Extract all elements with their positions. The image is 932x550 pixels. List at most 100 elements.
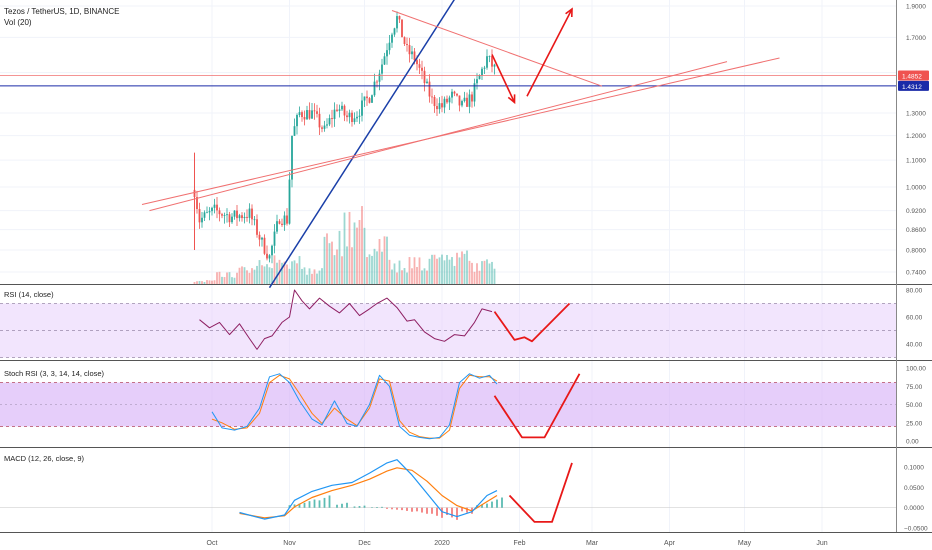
volume-bar <box>351 247 353 284</box>
candle-body <box>256 219 258 235</box>
stoch-tick-label: 75.00 <box>906 384 923 391</box>
stoch-tick-label: 25.00 <box>906 420 923 427</box>
volume-bar <box>468 260 471 284</box>
candle-body <box>273 231 276 246</box>
chart-title: Tezos / TetherUS, 1D, BINANCE <box>4 7 120 16</box>
volume-bar <box>488 263 491 284</box>
x-tick-label: Dec <box>358 540 371 547</box>
volume-bar <box>358 220 361 284</box>
candle-body <box>408 45 411 55</box>
macd-histogram-bar <box>363 505 366 508</box>
volume-bar <box>306 274 308 284</box>
volume-bar <box>223 277 226 284</box>
macd-histogram-bar <box>481 504 483 508</box>
candle-body <box>241 215 243 219</box>
volume-bar <box>381 251 383 284</box>
candle-body <box>451 91 453 98</box>
volume-bar <box>403 268 406 284</box>
candle-body <box>281 223 283 225</box>
candle-body <box>203 212 206 218</box>
volume-bar <box>283 261 286 284</box>
volume-bar <box>373 248 376 284</box>
candle-body <box>223 215 226 216</box>
trendline-red <box>141 57 780 206</box>
volume-bar <box>288 268 291 284</box>
stoch-tick-label: 50.00 <box>906 402 923 409</box>
candle-body <box>346 115 348 118</box>
price-tick-label: 1.3000 <box>906 111 926 118</box>
stoch-k-line <box>211 373 498 440</box>
macd-histogram-bar <box>501 497 503 508</box>
volume-bar <box>226 272 228 284</box>
rsi-line <box>199 289 493 350</box>
candle-body <box>358 115 361 117</box>
candle-body <box>288 179 291 224</box>
volume-bar <box>463 253 466 284</box>
volume-bar <box>398 260 401 284</box>
candle-body <box>198 209 201 223</box>
volume-bars <box>193 206 496 284</box>
volume-bar <box>336 249 338 284</box>
macd-line <box>239 459 498 520</box>
candle-body <box>391 34 393 43</box>
price-tick-label: 1.2000 <box>906 133 926 140</box>
volume-bar <box>376 251 378 284</box>
macd-histogram-bar <box>461 507 463 512</box>
volume-bar <box>396 272 398 284</box>
candle-body <box>231 216 233 223</box>
candle-body <box>348 112 351 118</box>
candle-body <box>326 124 328 126</box>
candle-body <box>343 105 346 116</box>
candle-body <box>323 125 326 129</box>
candles <box>193 11 496 264</box>
volume-bar <box>211 280 213 284</box>
volume-bar <box>428 258 431 284</box>
volume-label: Vol (20) <box>4 18 32 27</box>
macd-histogram-bar <box>446 507 448 515</box>
macd-tick-label: 0.0000 <box>904 505 924 512</box>
macd-pane-title: MACD (12, 26, close, 9) <box>4 454 85 463</box>
x-tick-label: May <box>738 540 752 547</box>
macd-histogram-bar <box>466 507 468 513</box>
x-tick-label: Nov <box>283 540 296 547</box>
macd-histogram-bar <box>376 507 378 508</box>
candle-body <box>211 207 213 212</box>
macd-histogram-bar <box>336 504 338 508</box>
volume-bar <box>408 257 411 284</box>
candle-body <box>356 116 358 119</box>
volume-bar <box>256 265 258 284</box>
macd-histogram-bar <box>293 504 296 508</box>
candle-body <box>398 16 401 20</box>
volume-bar <box>478 270 481 284</box>
volume-bar <box>453 265 456 284</box>
volume-bar <box>196 281 198 284</box>
volume-bar <box>331 241 333 284</box>
candle-body <box>268 255 271 259</box>
price-tick-label: 1.9000 <box>906 4 926 11</box>
macd-histogram-bar <box>381 506 383 508</box>
candle-body <box>213 204 216 208</box>
volume-bar <box>216 272 218 284</box>
volume-bar <box>228 272 231 284</box>
volume-bar <box>276 262 278 284</box>
candle-body <box>483 67 486 69</box>
volume-bar <box>208 280 211 284</box>
volume-bar <box>486 259 488 284</box>
macd-tick-label: 0.0500 <box>904 485 924 492</box>
candle-body <box>218 210 221 215</box>
price-tick-label: 0.8600 <box>906 227 926 234</box>
candle-body <box>378 73 381 82</box>
macd-histogram-bar <box>491 501 493 508</box>
projection-arrowhead <box>507 94 516 105</box>
candle-body <box>248 208 251 218</box>
price-tick-label: 1.7000 <box>906 35 926 42</box>
volume-bar <box>338 230 341 284</box>
volume-bar <box>263 266 266 284</box>
candle-body <box>386 50 388 57</box>
volume-bar <box>411 268 413 284</box>
macd-histogram-bar <box>328 495 331 508</box>
volume-bar <box>436 258 438 284</box>
volume-bar <box>281 262 283 284</box>
candle-body <box>481 68 483 76</box>
